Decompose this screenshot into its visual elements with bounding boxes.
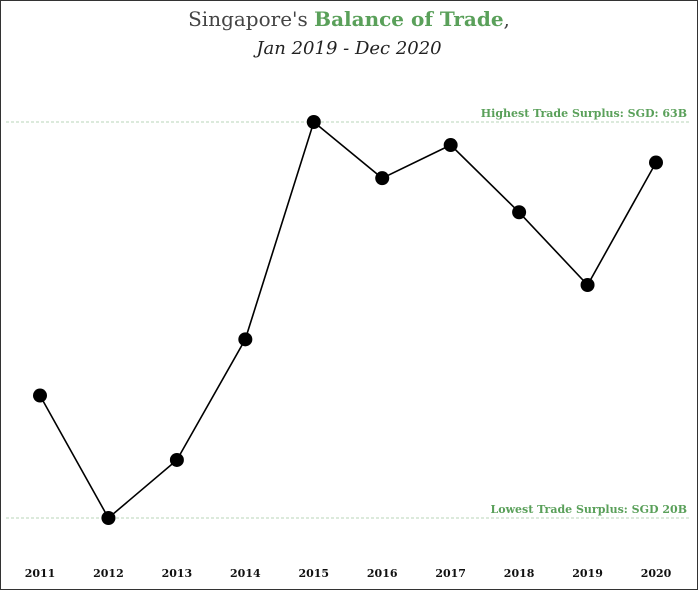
x-tick-label-2012: 2012: [93, 567, 124, 580]
chart-subtitle: Jan 2019 - Dec 2020: [256, 38, 442, 59]
data-point-2012: [101, 511, 116, 525]
x-tick-label-2018: 2018: [504, 567, 535, 580]
data-point-2019: [580, 278, 595, 293]
data-point-2014: [238, 332, 253, 347]
annotation-label-0: Highest Trade Surplus: SGD: 63B: [481, 107, 687, 120]
x-tick-label-2016: 2016: [367, 567, 398, 580]
data-point-2016: [375, 171, 390, 186]
x-tick-label-2014: 2014: [230, 567, 261, 580]
title-prefix: Singapore's: [188, 7, 315, 31]
chart-title: Singapore's Balance of Trade,: [1, 7, 697, 31]
data-point-2011: [33, 388, 47, 403]
x-tick-label-2019: 2019: [572, 567, 603, 580]
x-tick-label-2015: 2015: [298, 567, 329, 580]
x-tick-label-2013: 2013: [162, 567, 193, 580]
x-tick-label-2011: 2011: [25, 567, 56, 580]
data-point-2020: [649, 155, 663, 170]
series-line: [39, 120, 657, 520]
x-tick-label-2017: 2017: [435, 567, 466, 580]
x-tick-label-2020: 2020: [641, 567, 672, 580]
title-highlight: Balance of Trade: [314, 7, 504, 31]
data-point-2017: [443, 138, 458, 153]
title-suffix: ,: [503, 7, 510, 31]
annotation-label-1: Lowest Trade Surplus: SGD 20B: [491, 503, 687, 516]
data-point-2015: [306, 115, 321, 129]
data-point-2018: [512, 205, 527, 220]
data-point-2013: [169, 452, 184, 467]
